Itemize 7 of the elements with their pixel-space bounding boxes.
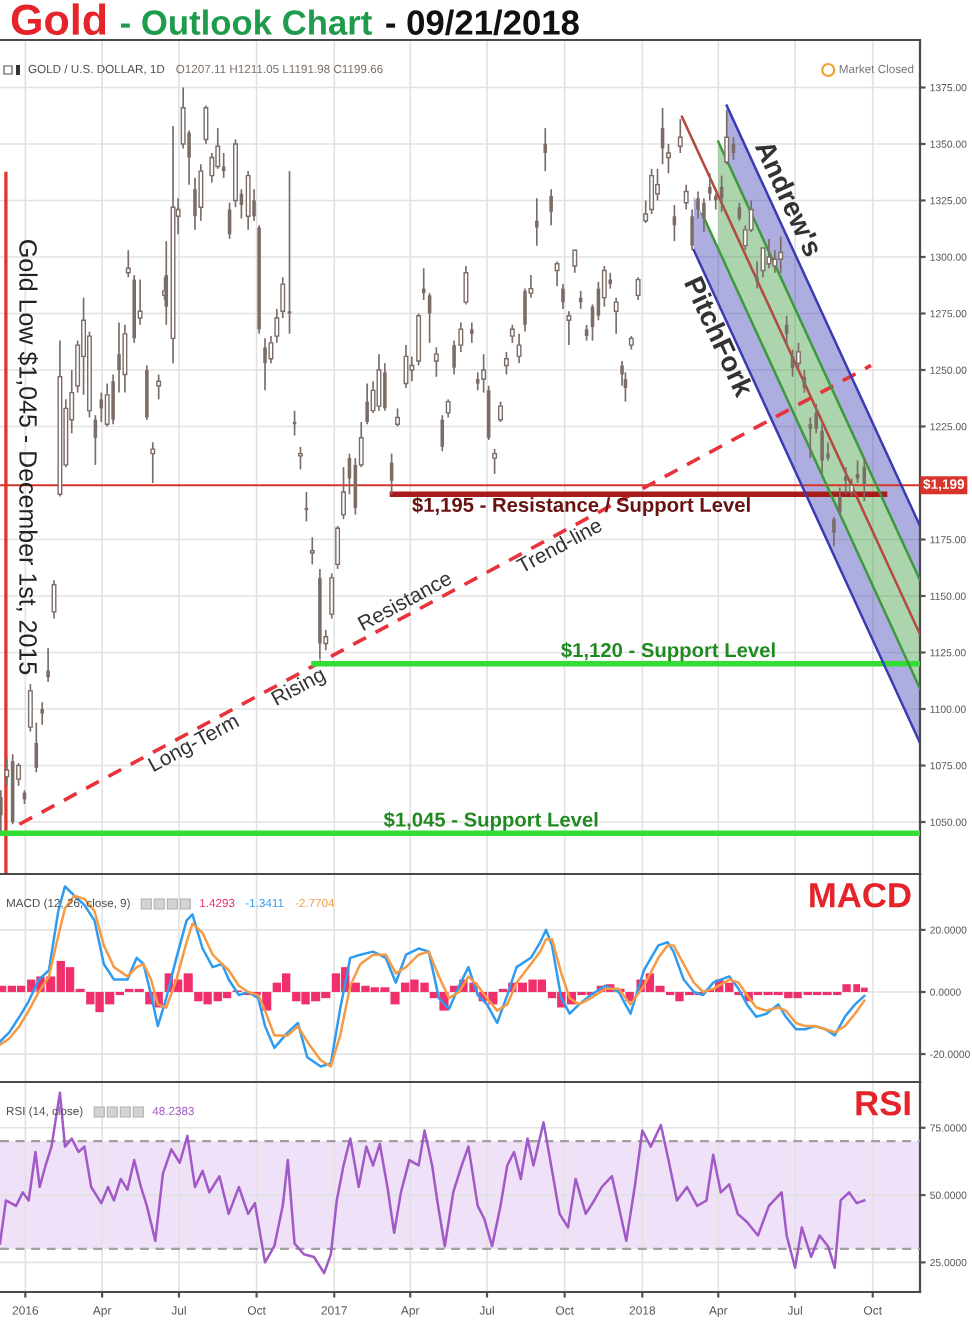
annotation: $1,045 - Support Level bbox=[383, 811, 598, 831]
ref-line-label: Gold Low $1,045 - December 1st, 2015 bbox=[16, 240, 38, 675]
annotation: $1,195 - Resistance / Support Level bbox=[412, 496, 750, 517]
chart-title: RSI bbox=[856, 1090, 910, 1116]
chart-title: Gold - Outlook Chart - 09/21/2018 bbox=[11, 3, 579, 36]
annotation: $1,120 - Support Level bbox=[561, 642, 775, 662]
chart-title: MACD bbox=[810, 882, 911, 908]
